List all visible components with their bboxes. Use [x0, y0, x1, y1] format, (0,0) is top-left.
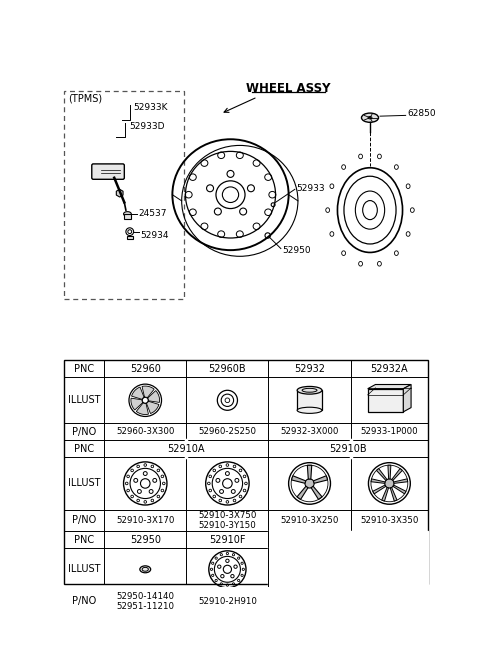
- Polygon shape: [392, 469, 402, 480]
- Bar: [64, 91, 184, 299]
- Text: 52950-14140
52951-11210: 52950-14140 52951-11210: [116, 591, 174, 611]
- Text: PNC: PNC: [74, 535, 94, 544]
- Ellipse shape: [297, 387, 322, 394]
- FancyBboxPatch shape: [92, 164, 124, 180]
- Ellipse shape: [297, 407, 322, 413]
- Polygon shape: [371, 479, 385, 483]
- Text: 24537: 24537: [138, 209, 167, 218]
- Text: 52910-2H910: 52910-2H910: [198, 597, 257, 606]
- Polygon shape: [268, 591, 428, 612]
- Text: WHEEL ASSY: WHEEL ASSY: [246, 82, 331, 95]
- Text: 52910-3X250: 52910-3X250: [280, 516, 339, 525]
- Text: 52910-3X750
52910-3Y150: 52910-3X750 52910-3Y150: [198, 511, 257, 530]
- Polygon shape: [394, 479, 408, 483]
- Ellipse shape: [368, 117, 372, 119]
- Polygon shape: [132, 387, 144, 399]
- Polygon shape: [148, 391, 159, 403]
- Bar: [297, 390, 322, 411]
- Bar: [368, 389, 403, 412]
- Text: 52933K: 52933K: [133, 103, 168, 112]
- Text: 52934: 52934: [141, 231, 169, 240]
- Text: 52910-3X170: 52910-3X170: [116, 516, 174, 525]
- Polygon shape: [297, 486, 308, 500]
- Ellipse shape: [361, 113, 379, 122]
- Text: PNC: PNC: [74, 364, 94, 374]
- Text: 52933-1P000: 52933-1P000: [360, 428, 418, 436]
- Polygon shape: [403, 385, 411, 412]
- Polygon shape: [268, 548, 428, 591]
- Polygon shape: [311, 486, 322, 500]
- Text: (TPMS): (TPMS): [68, 94, 102, 104]
- Text: 52910F: 52910F: [209, 535, 246, 544]
- Circle shape: [385, 479, 394, 488]
- Text: P/NO: P/NO: [72, 596, 96, 607]
- Polygon shape: [390, 488, 397, 501]
- Text: 52933D: 52933D: [129, 121, 165, 131]
- Text: 52910B: 52910B: [329, 444, 367, 454]
- Text: 52960B: 52960B: [209, 364, 246, 374]
- Text: 52960-3X300: 52960-3X300: [116, 428, 174, 436]
- Polygon shape: [376, 469, 387, 480]
- Text: 62850: 62850: [407, 110, 436, 118]
- Polygon shape: [146, 401, 159, 414]
- Text: 52932A: 52932A: [371, 364, 408, 374]
- Text: 52950: 52950: [130, 535, 161, 544]
- Bar: [64, 360, 428, 583]
- Polygon shape: [307, 465, 312, 479]
- Text: 52950: 52950: [282, 246, 311, 255]
- Polygon shape: [382, 488, 388, 501]
- Circle shape: [305, 479, 314, 488]
- Text: P/NO: P/NO: [72, 427, 96, 437]
- Polygon shape: [268, 531, 428, 548]
- Text: PNC: PNC: [74, 444, 94, 454]
- Ellipse shape: [140, 566, 151, 573]
- Text: 52910-3X350: 52910-3X350: [360, 516, 419, 525]
- Text: 52932: 52932: [294, 364, 325, 374]
- Text: 52960: 52960: [130, 364, 161, 374]
- Text: P/NO: P/NO: [72, 515, 96, 525]
- Polygon shape: [393, 485, 406, 494]
- Polygon shape: [373, 485, 386, 494]
- Polygon shape: [368, 385, 411, 389]
- Text: 52910A: 52910A: [168, 444, 205, 454]
- Text: 52933: 52933: [296, 184, 325, 193]
- Text: ILLUST: ILLUST: [68, 395, 100, 405]
- Bar: [127, 236, 133, 240]
- Polygon shape: [142, 386, 154, 398]
- Polygon shape: [313, 476, 328, 483]
- Text: ILLUST: ILLUST: [68, 564, 100, 574]
- Text: 52960-2S250: 52960-2S250: [198, 428, 256, 436]
- Text: 52932-3X000: 52932-3X000: [280, 428, 339, 436]
- Ellipse shape: [123, 212, 132, 216]
- Text: ILLUST: ILLUST: [68, 478, 100, 488]
- Polygon shape: [136, 403, 148, 414]
- Bar: [123, 214, 132, 219]
- Polygon shape: [131, 398, 143, 410]
- Polygon shape: [291, 476, 306, 483]
- Polygon shape: [388, 465, 391, 479]
